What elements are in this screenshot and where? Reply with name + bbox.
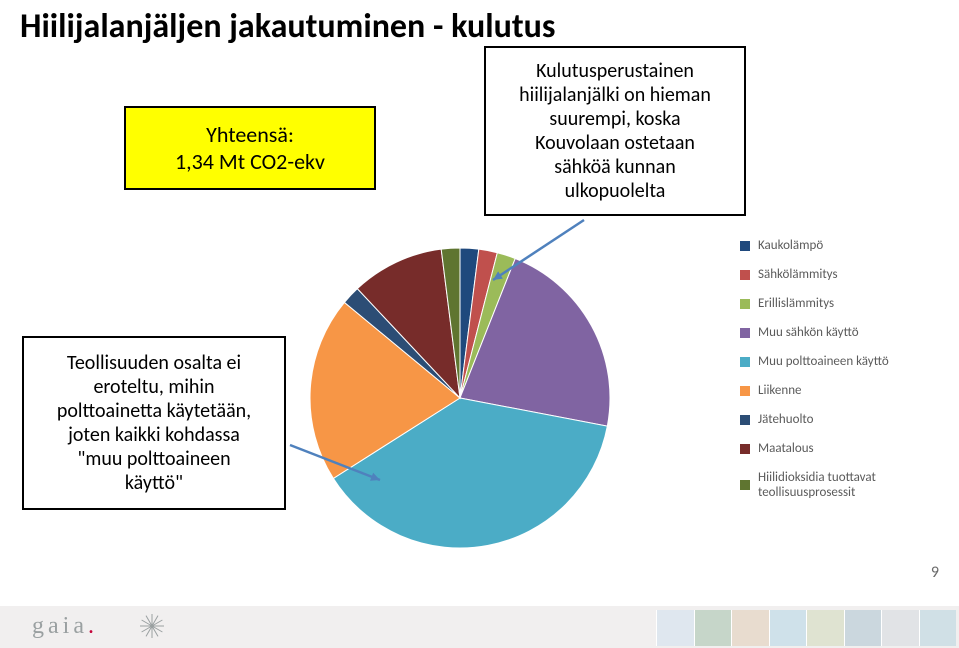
legend-label: Jätehuolto bbox=[758, 412, 814, 427]
legend-item: Muu sähkön käyttö bbox=[740, 325, 948, 340]
footer-thumb-strip bbox=[656, 610, 956, 646]
legend-label: Sähkölämmitys bbox=[758, 267, 838, 282]
legend-item: Sähkölämmitys bbox=[740, 267, 948, 282]
legend-swatch bbox=[740, 357, 750, 367]
footer-thumb bbox=[694, 610, 732, 646]
legend-swatch bbox=[740, 270, 750, 280]
gaia-text: gaia bbox=[32, 613, 88, 639]
legend-swatch bbox=[740, 241, 750, 251]
legend-label: Maatalous bbox=[758, 441, 814, 456]
starburst-icon bbox=[132, 606, 172, 646]
page-number: 9 bbox=[931, 563, 939, 582]
footer-thumb bbox=[656, 610, 694, 646]
legend: Kaukolämpö Sähkölämmitys Erillislämmitys Mu… bbox=[740, 238, 948, 514]
legend-swatch bbox=[740, 328, 750, 338]
legend-swatch bbox=[740, 299, 750, 309]
legend-label: Erillislämmitys bbox=[758, 296, 834, 311]
legend-label: Liikenne bbox=[758, 383, 802, 398]
legend-label: Muu sähkön käyttö bbox=[758, 325, 859, 340]
legend-item: Hiilidioksidia tuottavat teollisuusprose… bbox=[740, 470, 948, 500]
footer-thumb bbox=[919, 610, 957, 646]
footer-thumb bbox=[806, 610, 844, 646]
legend-item: Muu polttoaineen käyttö bbox=[740, 354, 948, 369]
footer-thumb bbox=[881, 610, 919, 646]
legend-item: Jätehuolto bbox=[740, 412, 948, 427]
footer-thumb bbox=[731, 610, 769, 646]
legend-swatch bbox=[740, 415, 750, 425]
legend-swatch bbox=[740, 386, 750, 396]
legend-label: Hiilidioksidia tuottavat teollisuusprose… bbox=[758, 470, 948, 500]
legend-item: Liikenne bbox=[740, 383, 948, 398]
gaia-logo: gaia. bbox=[32, 613, 94, 640]
legend-item: Maatalous bbox=[740, 441, 948, 456]
legend-item: Erillislämmitys bbox=[740, 296, 948, 311]
slide: Hiilijalanjäljen jakautuminen - kulutus … bbox=[0, 0, 959, 648]
footer-thumb bbox=[844, 610, 882, 646]
gaia-dot-icon: . bbox=[88, 613, 94, 639]
legend-item: Kaukolämpö bbox=[740, 238, 948, 253]
legend-label: Kaukolämpö bbox=[758, 238, 823, 253]
footer-thumb bbox=[769, 610, 807, 646]
legend-swatch bbox=[740, 480, 750, 490]
legend-label: Muu polttoaineen käyttö bbox=[758, 354, 889, 369]
legend-swatch bbox=[740, 444, 750, 454]
